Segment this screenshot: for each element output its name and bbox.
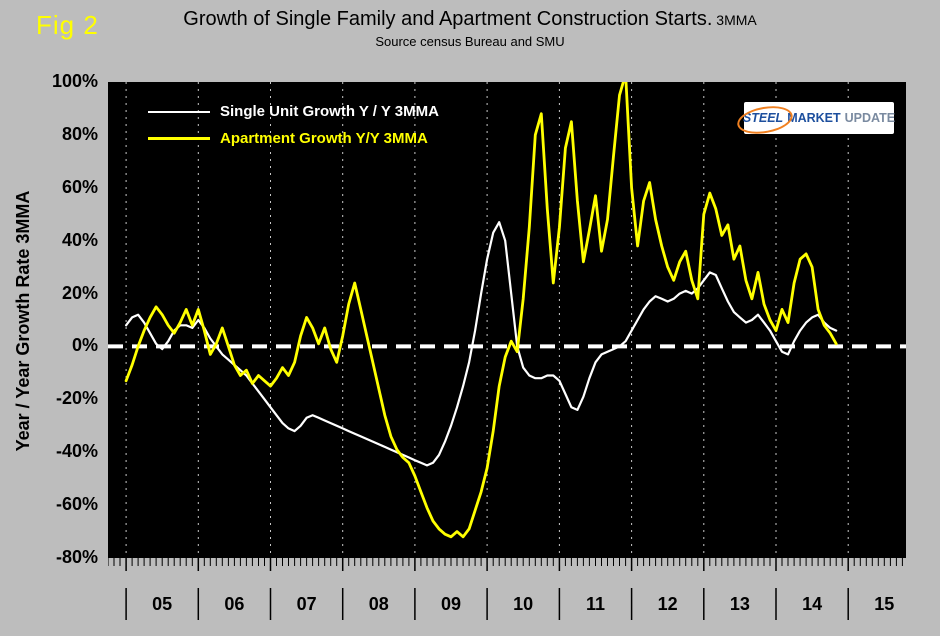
logo-market-text: MARKET (787, 111, 841, 125)
x-tick-label-07: 07 (297, 594, 317, 614)
y-tick-label: 20% (61, 282, 98, 303)
legend-item-single-unit: Single Unit Growth Y / Y 3MMA (148, 98, 439, 125)
series-line-single-unit (125, 221, 838, 467)
y-tick-label: -60% (55, 494, 98, 515)
chart-subtitle: Source census Bureau and SMU (375, 34, 565, 49)
figure-label: Fig 2 (36, 10, 99, 40)
x-tick-label-11: 11 (586, 594, 605, 614)
x-axis: 05 06 07 08 09 10 11 12 13 14 15 (108, 558, 903, 620)
x-tick-label-13: 13 (730, 594, 750, 614)
x-tick-label-15: 15 (874, 594, 894, 614)
chart-title-suffix: 3MMA (712, 12, 757, 28)
x-tick-label-08: 08 (369, 594, 389, 614)
logo-steel-text: STEEL (742, 111, 784, 125)
single-unit-line-sample (148, 110, 210, 113)
y-tick-label: 60% (61, 176, 98, 197)
x-tick-label-10: 10 (513, 594, 533, 614)
plot-area: Single Unit Growth Y / Y 3MMA Apartment … (108, 82, 906, 558)
apartment-line-sample (148, 137, 210, 140)
y-tick-label: 40% (61, 229, 98, 250)
logo-update-text: UPDATE (844, 111, 896, 125)
y-tick-label: 80% (61, 123, 98, 144)
y-tick-label: -80% (55, 547, 98, 567)
y-tick-label: -40% (55, 441, 98, 462)
legend-label-apartment: Apartment Growth Y/Y 3MMA (220, 130, 428, 147)
y-tick-label: -20% (55, 388, 98, 409)
legend: Single Unit Growth Y / Y 3MMA Apartment … (148, 98, 439, 152)
series-line-apartment (124, 82, 838, 539)
chart-canvas (108, 82, 906, 558)
y-tick-label: 0% (71, 335, 98, 356)
legend-label-single-unit: Single Unit Growth Y / Y 3MMA (220, 103, 439, 120)
x-tick-label-05: 05 (152, 594, 172, 614)
x-tick-label-14: 14 (802, 594, 822, 614)
legend-item-apartment: Apartment Growth Y/Y 3MMA (148, 125, 439, 152)
chart-title: Growth of Single Family and Apartment Co… (0, 8, 940, 31)
steel-market-update-logo: STEEL MARKET UPDATE (742, 102, 896, 134)
chart-title-main: Growth of Single Family and Apartment Co… (183, 8, 713, 30)
y-axis-title: Year / Year Growth Rate 3MMA (13, 190, 33, 452)
y-tick-label: 100% (51, 71, 98, 91)
x-tick-label-06: 06 (224, 594, 244, 614)
x-tick-label-09: 09 (441, 594, 461, 614)
x-tick-label-12: 12 (658, 594, 678, 614)
chart-header: Growth of Single Family and Apartment Co… (0, 8, 940, 49)
